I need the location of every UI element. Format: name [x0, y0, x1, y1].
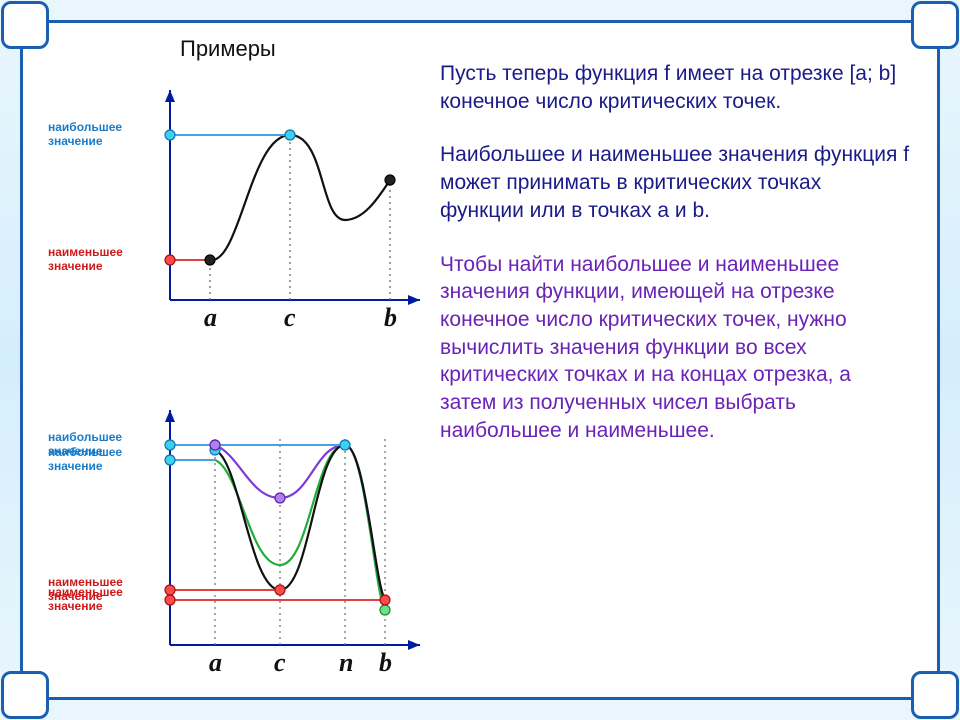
- paragraph-2: Наибольшее и наименьшее значения функция…: [440, 141, 910, 224]
- svg-text:наименьшее: наименьшее: [48, 585, 123, 599]
- svg-text:наибольшее: наибольшее: [48, 430, 122, 444]
- svg-text:наибольшее: наибольшее: [48, 445, 122, 459]
- svg-text:b: b: [384, 303, 397, 332]
- svg-text:a: a: [209, 648, 222, 677]
- svg-text:c: c: [284, 303, 296, 332]
- svg-text:значение: значение: [48, 259, 103, 273]
- paragraph-3: Чтобы найти наибольшее и наименьшее знач…: [440, 251, 910, 445]
- paragraph-1: Пусть теперь функция f имеет на отрезке …: [440, 60, 910, 115]
- svg-text:значение: значение: [48, 459, 103, 473]
- frame-corner: [911, 671, 959, 719]
- plot-bottom: acnbнаибольшеезначениенаибольшеезначение…: [40, 390, 430, 690]
- svg-text:b: b: [379, 648, 392, 677]
- svg-text:значение: значение: [48, 599, 103, 613]
- svg-text:n: n: [339, 648, 353, 677]
- svg-text:наименьшее: наименьшее: [48, 245, 123, 259]
- svg-text:c: c: [274, 648, 286, 677]
- explanation-text: Пусть теперь функция f имеет на отрезке …: [440, 60, 910, 445]
- svg-text:значение: значение: [48, 134, 103, 148]
- svg-text:наибольшее: наибольшее: [48, 120, 122, 134]
- plot-top: acbнаибольшеезначениенаименьшеезначение: [40, 70, 430, 340]
- svg-text:a: a: [204, 303, 217, 332]
- page-title: Примеры: [180, 36, 276, 62]
